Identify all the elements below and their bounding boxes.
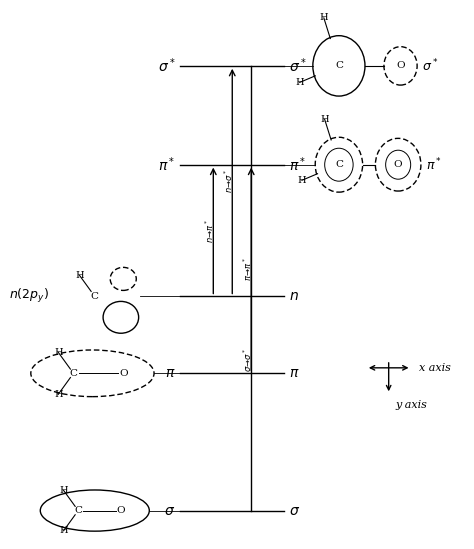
Text: O: O [119,369,128,378]
Text: C: C [91,292,99,301]
Text: $\sigma$: $\sigma$ [164,503,175,518]
Text: $\sigma^*$: $\sigma^*$ [289,57,307,75]
Text: H: H [298,176,306,185]
Text: H: H [59,486,68,495]
Text: H: H [320,115,329,124]
Text: $n(2p_y)$: $n(2p_y)$ [9,288,49,305]
Text: O: O [117,506,125,515]
Text: $\pi^*$: $\pi^*$ [158,155,175,174]
Text: x axis: x axis [419,363,450,373]
Text: H: H [75,271,84,280]
Text: $\pi^*$: $\pi^*$ [289,155,307,174]
Text: C: C [335,61,343,70]
Text: $n\!\rightarrow\!\pi^*$: $n\!\rightarrow\!\pi^*$ [203,219,216,243]
Text: H: H [54,348,63,357]
Text: C: C [335,160,343,169]
Text: H: H [295,78,304,87]
Text: C: C [70,369,77,378]
Text: $\pi$: $\pi$ [289,366,300,380]
Text: $n$: $n$ [289,289,299,304]
Text: $\sigma^*$: $\sigma^*$ [422,58,438,74]
Text: H: H [59,526,68,535]
Text: $\pi^*$: $\pi^*$ [426,156,442,173]
Text: H: H [319,13,328,23]
Text: $\pi$: $\pi$ [165,366,175,380]
Text: $\sigma$: $\sigma$ [289,503,301,518]
Text: O: O [396,61,405,70]
Text: H: H [54,390,63,399]
Text: $n\!\rightarrow\!\sigma^*$: $n\!\rightarrow\!\sigma^*$ [222,169,235,193]
Text: y axis: y axis [396,400,428,410]
Text: O: O [394,160,402,169]
Text: $\sigma^*$: $\sigma^*$ [157,57,175,75]
Text: C: C [74,506,82,515]
Text: $\sigma\!\rightarrow\!\sigma^*$: $\sigma\!\rightarrow\!\sigma^*$ [241,348,254,372]
Text: $\pi\!\rightarrow\!\pi^*$: $\pi\!\rightarrow\!\pi^*$ [241,257,254,281]
